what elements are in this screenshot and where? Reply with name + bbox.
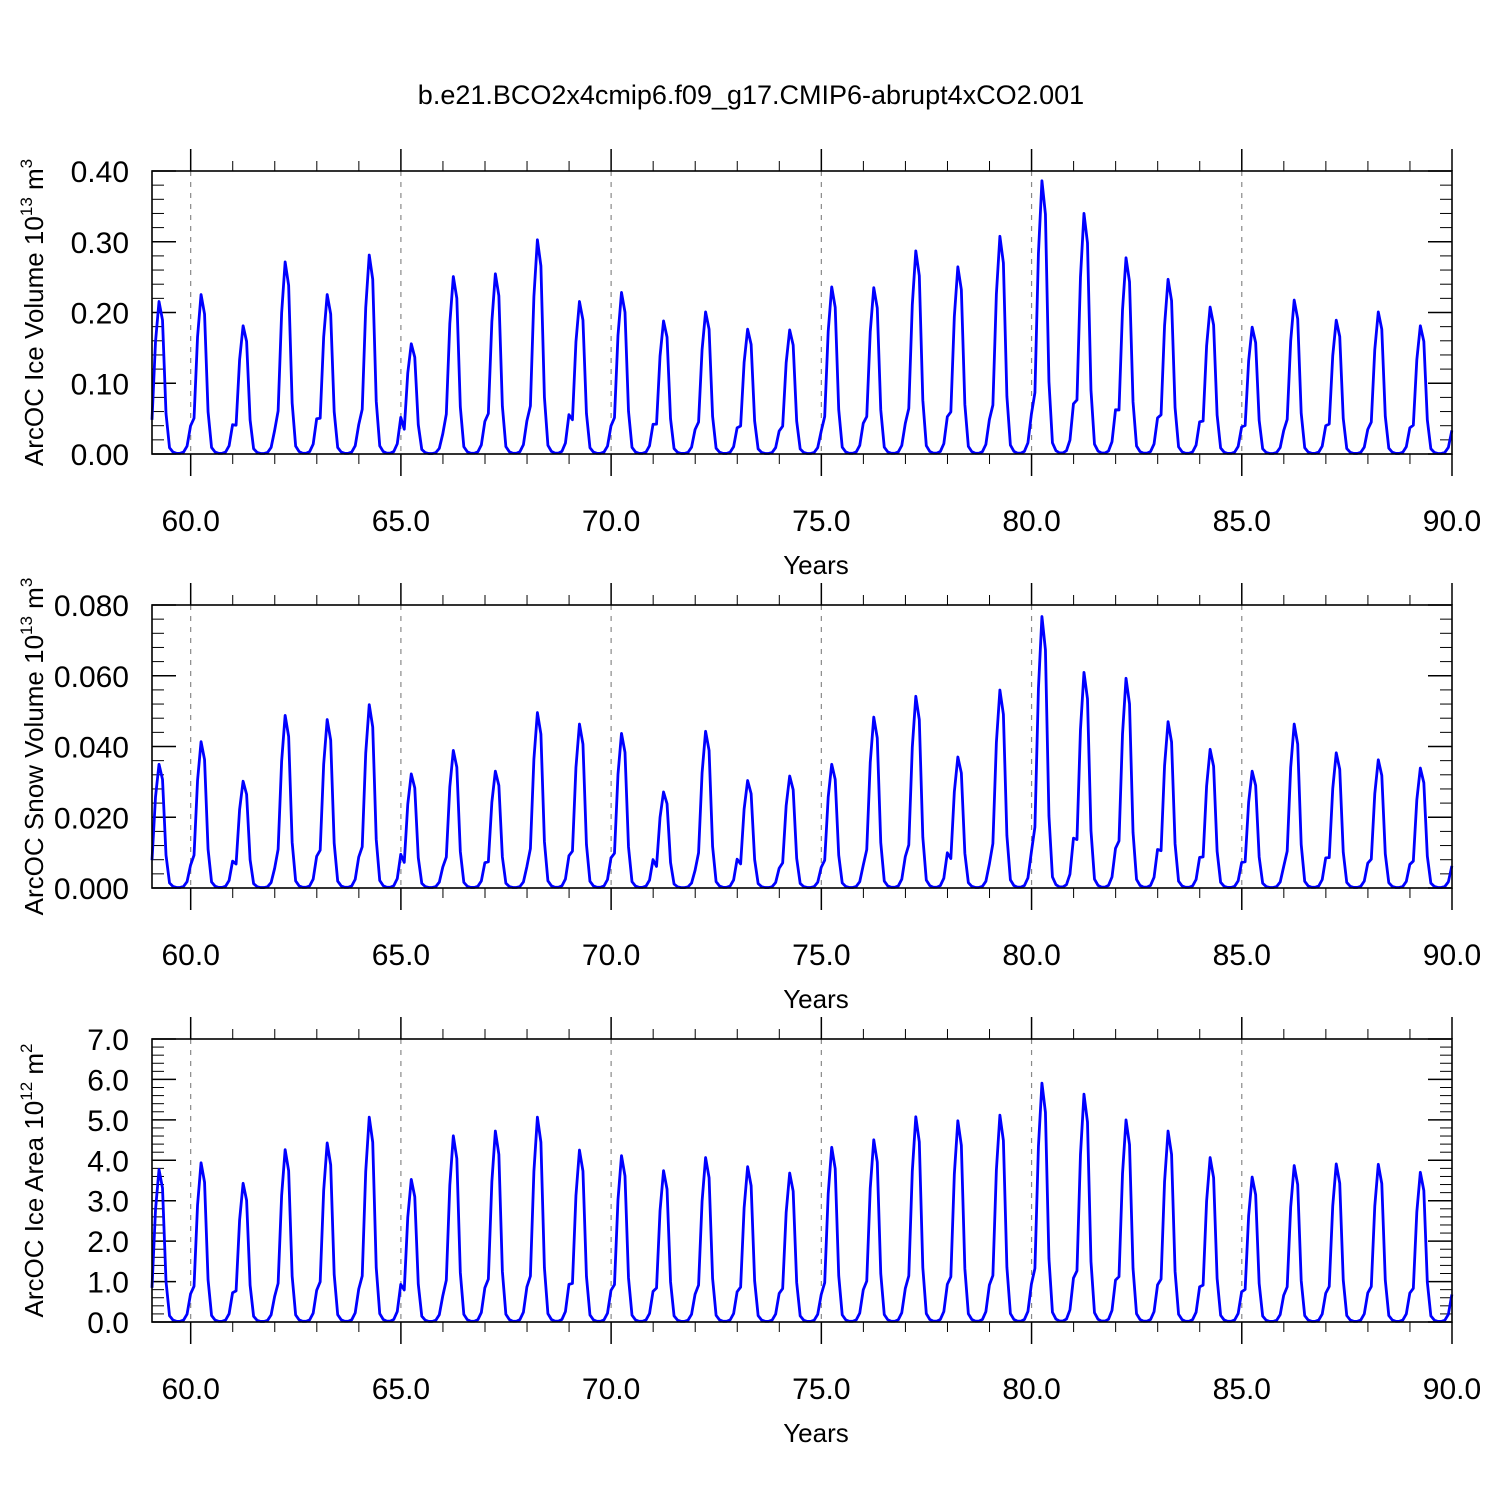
plot-frame bbox=[151, 1038, 1453, 1323]
series-line-ice-area bbox=[150, 1081, 1454, 1323]
y-tick-label: 0.040 bbox=[54, 732, 129, 765]
x-tick-label: 70.0 bbox=[582, 1373, 640, 1406]
y-tick-label: 0.10 bbox=[71, 368, 129, 401]
panel-ice-area: 60.0 65.0 70.0 75.0 80.0 85.0 90.0 0.0 1.0 2.0 3.0… bbox=[17, 1017, 1481, 1448]
y-axis-label: ArcOC Snow Volume 1013 m3 bbox=[17, 578, 49, 916]
x-tick-label: 80.0 bbox=[1002, 505, 1060, 538]
x-tick-label: 60.0 bbox=[161, 505, 219, 538]
x-tick-label: 85.0 bbox=[1213, 1373, 1271, 1406]
x-axis-label: Years bbox=[783, 1418, 849, 1448]
y-tick-label: 0.020 bbox=[54, 802, 129, 835]
y-tick-label: 1.0 bbox=[87, 1267, 129, 1300]
y-tick-label: 0.30 bbox=[71, 227, 129, 260]
x-tick-label: 80.0 bbox=[1002, 939, 1060, 972]
x-tick-label: 60.0 bbox=[161, 939, 219, 972]
panel-snow-volume: 60.0 65.0 70.0 75.0 80.0 85.0 90.0 0.000 0.020 0.… bbox=[17, 578, 1481, 1014]
panel-ice-volume: 60.0 65.0 70.0 75.0 80.0 85.0 90.0 0.00 0.10 0.20… bbox=[17, 149, 1481, 580]
y-tick-label: 0.000 bbox=[54, 873, 129, 906]
x-tick-label: 90.0 bbox=[1423, 505, 1481, 538]
y-tick-label: 2.0 bbox=[87, 1226, 129, 1259]
y-tick-label: 0.20 bbox=[71, 298, 129, 331]
x-tick-label: 90.0 bbox=[1423, 1373, 1481, 1406]
y-tick-label: 4.0 bbox=[87, 1145, 129, 1178]
y-tick-label: 0.0 bbox=[87, 1307, 129, 1340]
x-tick-label: 75.0 bbox=[792, 505, 850, 538]
y-tick-label: 0.060 bbox=[54, 661, 129, 694]
x-tick-label: 70.0 bbox=[582, 505, 640, 538]
plot-frame bbox=[151, 604, 1453, 889]
y-tick-label: 5.0 bbox=[87, 1105, 129, 1138]
x-tick-label: 65.0 bbox=[372, 1373, 430, 1406]
x-tick-label: 75.0 bbox=[792, 1373, 850, 1406]
y-axis-label: ArcOC Ice Area 1012 m2 bbox=[17, 1043, 49, 1317]
y-tick-label: 0.080 bbox=[54, 590, 129, 623]
x-tick-label: 85.0 bbox=[1213, 505, 1271, 538]
x-tick-label: 60.0 bbox=[161, 1373, 219, 1406]
x-tick-label: 80.0 bbox=[1002, 1373, 1060, 1406]
x-axis-label: Years bbox=[783, 550, 849, 580]
x-tick-label: 90.0 bbox=[1423, 939, 1481, 972]
x-axis-label: Years bbox=[783, 984, 849, 1014]
figure-title: b.e21.BCO2x4cmip6.f09_g17.CMIP6-abrupt4x… bbox=[418, 80, 1084, 110]
series-line-snow-volume bbox=[150, 615, 1454, 890]
x-tick-label: 70.0 bbox=[582, 939, 640, 972]
plot-frame bbox=[151, 170, 1453, 455]
y-tick-label: 3.0 bbox=[87, 1186, 129, 1219]
y-tick-label: 0.00 bbox=[71, 439, 129, 472]
y-axis-label: ArcOC Ice Volume 1013 m3 bbox=[17, 159, 49, 466]
y-tick-label: 7.0 bbox=[87, 1024, 129, 1057]
y-tick-label: 6.0 bbox=[87, 1064, 129, 1097]
x-tick-label: 75.0 bbox=[792, 939, 850, 972]
series-line-ice-volume bbox=[150, 179, 1454, 455]
y-tick-label: 0.40 bbox=[71, 156, 129, 189]
x-tick-label: 65.0 bbox=[372, 505, 430, 538]
x-tick-label: 85.0 bbox=[1213, 939, 1271, 972]
x-tick-label: 65.0 bbox=[372, 939, 430, 972]
